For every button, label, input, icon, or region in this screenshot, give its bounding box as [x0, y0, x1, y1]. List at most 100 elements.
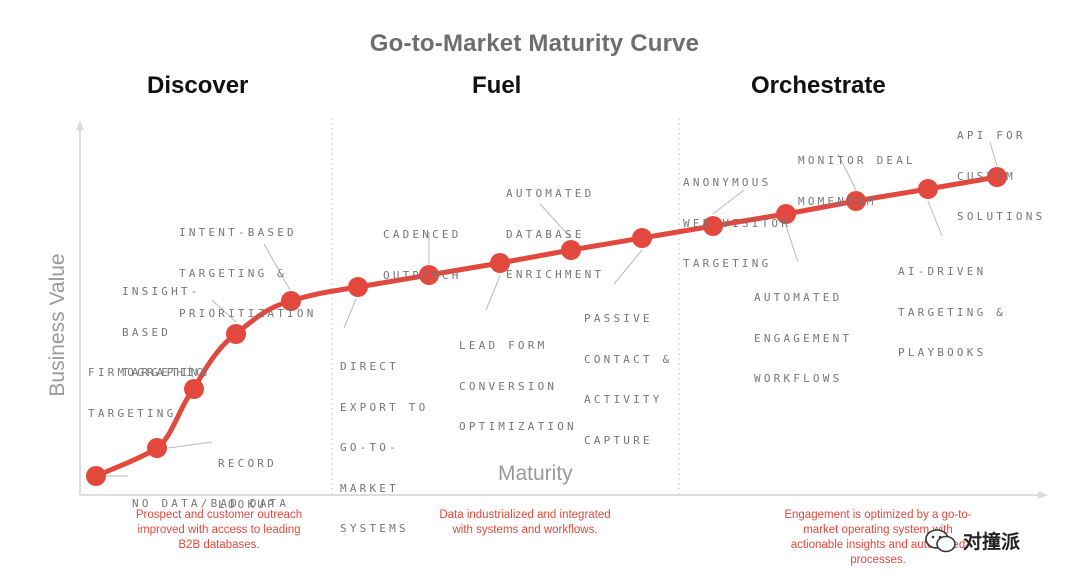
label-engagement: AUTOMATED ENGAGEMENT WORKFLOWS	[754, 264, 852, 399]
label-line: AI-DRIVEN	[898, 265, 987, 278]
label-line: OPTIMIZATION	[459, 420, 577, 433]
wechat-icon	[925, 528, 956, 552]
phase-discover: Discover	[147, 72, 249, 99]
label-line: ENRICHMENT	[506, 268, 605, 281]
description-line: market operating system with	[803, 524, 953, 536]
label-line: NO DATA/BAD DATA	[132, 497, 290, 510]
point-lead-form	[490, 253, 510, 273]
leader-intent	[263, 243, 291, 291]
label-line: INTENT-BASED	[179, 226, 297, 239]
leader-ai	[927, 200, 943, 237]
label-intent: INTENT-BASED TARGETING & PRIORITIZATION	[179, 199, 317, 334]
phase-fuel: Fuel	[472, 72, 522, 99]
label-insight: INSIGHT- BASED TARGETING	[122, 258, 210, 393]
label-line: SOLUTIONS	[957, 210, 1046, 223]
description-line: with systems and workflows.	[452, 524, 598, 536]
point-no-data	[86, 466, 106, 486]
watermark-text: 对撞派	[963, 532, 1021, 553]
x-axis-arrow	[1038, 491, 1048, 499]
label-line: WORKFLOWS	[754, 372, 843, 385]
label-cadenced: CADENCED OUTREACH	[383, 201, 462, 296]
label-line: GO-TO-	[340, 441, 399, 454]
label-enrichment: AUTOMATED DATABASE ENRICHMENT	[506, 160, 604, 295]
label-line: MONITOR DEAL	[798, 154, 916, 167]
point-ai	[918, 179, 938, 199]
leader-direct-export	[343, 298, 357, 329]
description-discover: Prospect and customer outreach improved …	[99, 508, 339, 553]
label-line: PASSIVE	[584, 312, 653, 325]
description-line: Prospect and customer outreach	[135, 509, 303, 521]
leader-passive	[613, 249, 643, 285]
description-fuel: Data industrialized and integrated with …	[405, 508, 645, 538]
label-line: DATABASE	[506, 227, 585, 241]
label-monitor: MONITOR DEAL MOMENTUM	[798, 127, 916, 222]
leader-engagement	[785, 225, 799, 263]
label-firmographic: FIRMOGRAPHIC TARGETING	[88, 339, 206, 434]
leader-api	[989, 141, 998, 167]
point-record-lookup	[147, 438, 167, 458]
label-ai: AI-DRIVEN TARGETING & PLAYBOOKS	[898, 238, 1006, 373]
point-engagement	[776, 204, 796, 224]
label-line: MARKET	[340, 481, 399, 495]
leader-lines	[106, 141, 998, 477]
description-line: processes.	[850, 554, 906, 566]
leader-anonymous	[712, 189, 745, 215]
leader-insight	[211, 299, 237, 323]
label-line: ENGAGEMENT	[754, 331, 853, 345]
label-line: CUSTOM	[957, 169, 1016, 183]
point-direct-export	[348, 277, 368, 297]
point-passive	[632, 228, 652, 248]
label-record-lookup: RECORD LOOKUP	[218, 430, 277, 525]
description-line: improved with access to leading	[137, 524, 301, 536]
label-line: TARGETING &	[179, 266, 288, 280]
label-line: ANONYMOUS	[683, 176, 772, 189]
leader-lead-form	[485, 275, 501, 311]
label-line: TARGETING	[122, 366, 211, 379]
y-axis-arrow	[76, 120, 84, 130]
label-direct-export: DIRECT EXPORT TO GO-TO- MARKET SYSTEMS	[340, 333, 428, 549]
label-api: API FOR CUSTOM SOLUTIONS	[957, 102, 1045, 237]
leader-enrichment	[539, 203, 572, 239]
label-line: PRIORITIZATION	[179, 307, 317, 320]
label-no-data: NO DATA/BAD DATA	[132, 470, 289, 524]
label-lead-form: LEAD FORM CONVERSION OPTIMIZATION	[459, 312, 577, 447]
label-line: EXPORT TO	[340, 400, 429, 414]
label-line: FIRMOGRAPHIC	[88, 366, 206, 379]
description-orchestrate: Engagement is optimized by a go-to- mark…	[758, 508, 998, 568]
label-line: OUTREACH	[383, 268, 462, 282]
point-insight	[226, 324, 246, 344]
label-line: MOMENTUM	[798, 194, 877, 208]
chart-title: Go-to-Market Maturity Curve	[369, 30, 700, 57]
label-line: AUTOMATED	[506, 187, 595, 200]
label-line: TARGETING	[88, 406, 177, 420]
point-enrichment	[561, 240, 581, 260]
label-line: ACTIVITY	[584, 393, 663, 406]
point-monitor	[846, 191, 866, 211]
label-line: RECORD	[218, 457, 277, 470]
watermark: 对撞派	[925, 527, 1020, 554]
label-line: CAPTURE	[584, 433, 653, 447]
phase-orchestrate: Orchestrate	[751, 72, 886, 99]
label-line: INSIGHT-	[122, 285, 201, 298]
label-line: CONVERSION	[459, 379, 558, 393]
description-line: Engagement is optimized by a go-to-	[784, 509, 972, 521]
label-line: LOOKUP	[218, 497, 277, 511]
label-line: AUTOMATED	[754, 291, 843, 304]
leader-monitor	[837, 153, 857, 191]
point-intent	[281, 291, 301, 311]
leader-record-lookup	[167, 441, 213, 449]
point-cadenced	[419, 265, 439, 285]
label-passive: PASSIVE CONTACT & ACTIVITY CAPTURE	[584, 285, 672, 461]
description-line: B2B databases.	[178, 539, 260, 551]
milestone-points	[86, 167, 1007, 486]
label-line: CONTACT &	[584, 352, 673, 366]
label-line: DIRECT	[340, 360, 399, 373]
label-line: API FOR	[957, 129, 1026, 142]
label-anonymous: ANONYMOUS WEB VISITOR TARGETING	[683, 149, 791, 284]
label-line: LEAD FORM	[459, 339, 548, 352]
label-line: SYSTEMS	[340, 522, 409, 535]
x-axis-label: Maturity	[498, 462, 573, 485]
label-line: BASED	[122, 325, 172, 339]
label-line: TARGETING	[683, 257, 772, 270]
